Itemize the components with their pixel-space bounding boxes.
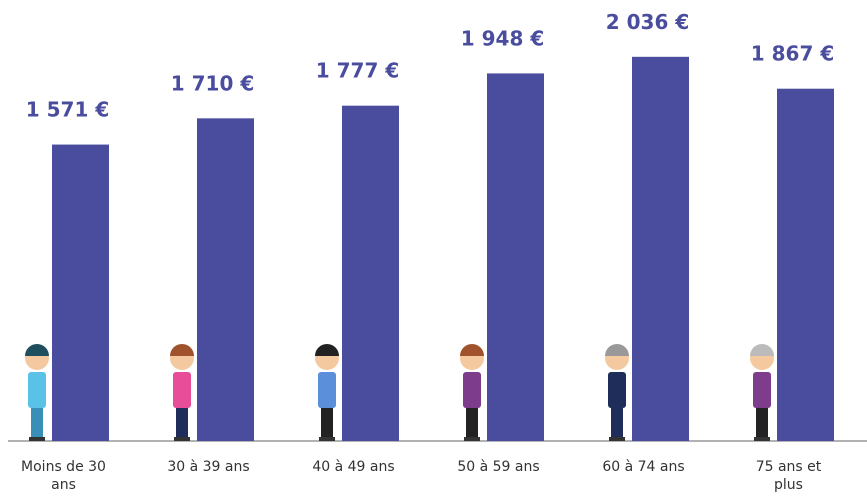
x-tick-label: 40 à 49 ans (312, 459, 395, 475)
person-shoes (29, 437, 45, 441)
person-icon (25, 344, 49, 441)
x-tick-label: 75 ans et plus (755, 459, 822, 493)
person-legs (176, 405, 188, 439)
person-hair (750, 344, 774, 356)
person-body (608, 372, 626, 408)
value-label: 1 571 € (26, 98, 110, 122)
person-body (753, 372, 771, 408)
person-shoes (464, 437, 480, 441)
person-hair (605, 344, 629, 356)
person-shoes (609, 437, 625, 441)
person-body (318, 372, 336, 408)
person-body (463, 372, 481, 408)
bar (777, 88, 834, 442)
person-legs (466, 405, 478, 439)
person-legs (756, 405, 768, 439)
person-shoes (319, 437, 335, 441)
person-icon (460, 344, 484, 441)
person-legs (31, 405, 43, 439)
person-hair (25, 344, 49, 356)
value-label: 1 867 € (751, 42, 835, 66)
bar (342, 105, 399, 441)
bar (632, 56, 689, 442)
x-tick-label: Moins de 30 ans (21, 459, 106, 493)
person-icon (315, 344, 339, 441)
person-body (173, 372, 191, 408)
person-legs (321, 405, 333, 439)
person-hair (170, 344, 194, 356)
value-label: 1 948 € (461, 26, 545, 50)
person-icon (750, 344, 774, 441)
value-label: 1 777 € (316, 59, 400, 83)
x-tick-label: 50 à 59 ans (457, 459, 540, 475)
bar (487, 73, 544, 441)
person-shoes (754, 437, 770, 441)
person-body (28, 372, 46, 408)
person-hair (460, 344, 484, 356)
person-legs (611, 405, 623, 439)
person-hair (315, 344, 339, 356)
bar (197, 118, 254, 441)
person-icon (605, 344, 629, 441)
value-label: 1 710 € (171, 71, 255, 95)
x-tick-label: 60 à 74 ans (602, 459, 685, 475)
person-icon (170, 344, 194, 441)
x-tick-label: 30 à 39 ans (167, 459, 250, 475)
bar (52, 144, 109, 441)
value-label: 2 036 € (606, 10, 690, 34)
person-shoes (174, 437, 190, 441)
